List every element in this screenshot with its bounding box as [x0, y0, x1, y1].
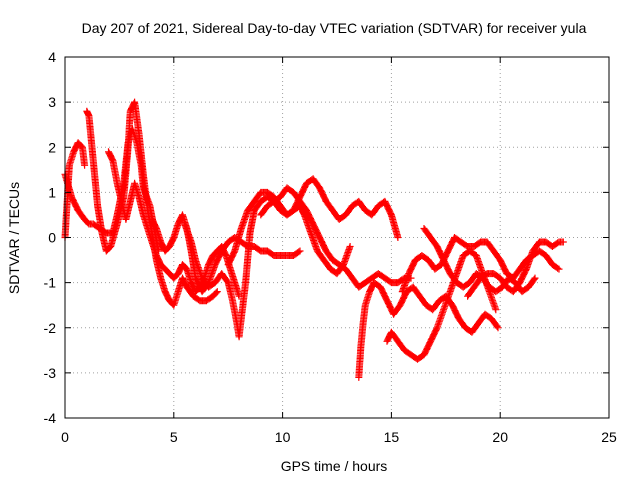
x-axis-label: GPS time / hours — [281, 458, 388, 474]
plot-frame — [64, 56, 610, 419]
x-tick-label: 20 — [492, 429, 508, 445]
y-tick-label: -1 — [44, 275, 57, 291]
data-marks — [61, 98, 567, 381]
chart-title: Day 207 of 2021, Sidereal Day-to-day VTE… — [82, 20, 587, 36]
axis-ticks: 0 5 10 15 20 25 -4 -3 -2 -1 0 1 2 3 4 — [44, 49, 617, 445]
x-tick-label: 10 — [275, 429, 291, 445]
y-tick-label: -4 — [44, 410, 57, 426]
y-tick-label: 3 — [48, 94, 56, 110]
y-tick-label: 0 — [48, 230, 56, 246]
plus-markers — [420, 225, 539, 296]
plus-markers — [105, 148, 243, 300]
y-tick-label: 1 — [48, 184, 56, 200]
series-arc-11 — [398, 234, 563, 296]
y-tick-label: -2 — [44, 320, 57, 336]
x-tick-label: 0 — [61, 429, 69, 445]
series-arc-13 — [420, 225, 539, 296]
series-arc-6 — [181, 193, 354, 341]
plus-markers — [355, 279, 502, 381]
x-tick-label: 15 — [384, 429, 400, 445]
x-tick-label: 25 — [601, 429, 617, 445]
y-axis-label: SDTVAR / TECUs — [6, 182, 22, 294]
series-arc-8 — [257, 184, 415, 291]
y-tick-label: -3 — [44, 365, 57, 381]
plus-markers — [257, 184, 415, 291]
x-tick-label: 5 — [170, 429, 178, 445]
series-arc-4 — [105, 148, 243, 300]
plus-markers — [398, 234, 563, 296]
y-tick-label: 2 — [48, 139, 56, 155]
plus-markers — [181, 193, 354, 341]
grid — [65, 57, 609, 418]
y-tick-label: 4 — [48, 49, 56, 65]
series-arc-9 — [355, 279, 502, 381]
